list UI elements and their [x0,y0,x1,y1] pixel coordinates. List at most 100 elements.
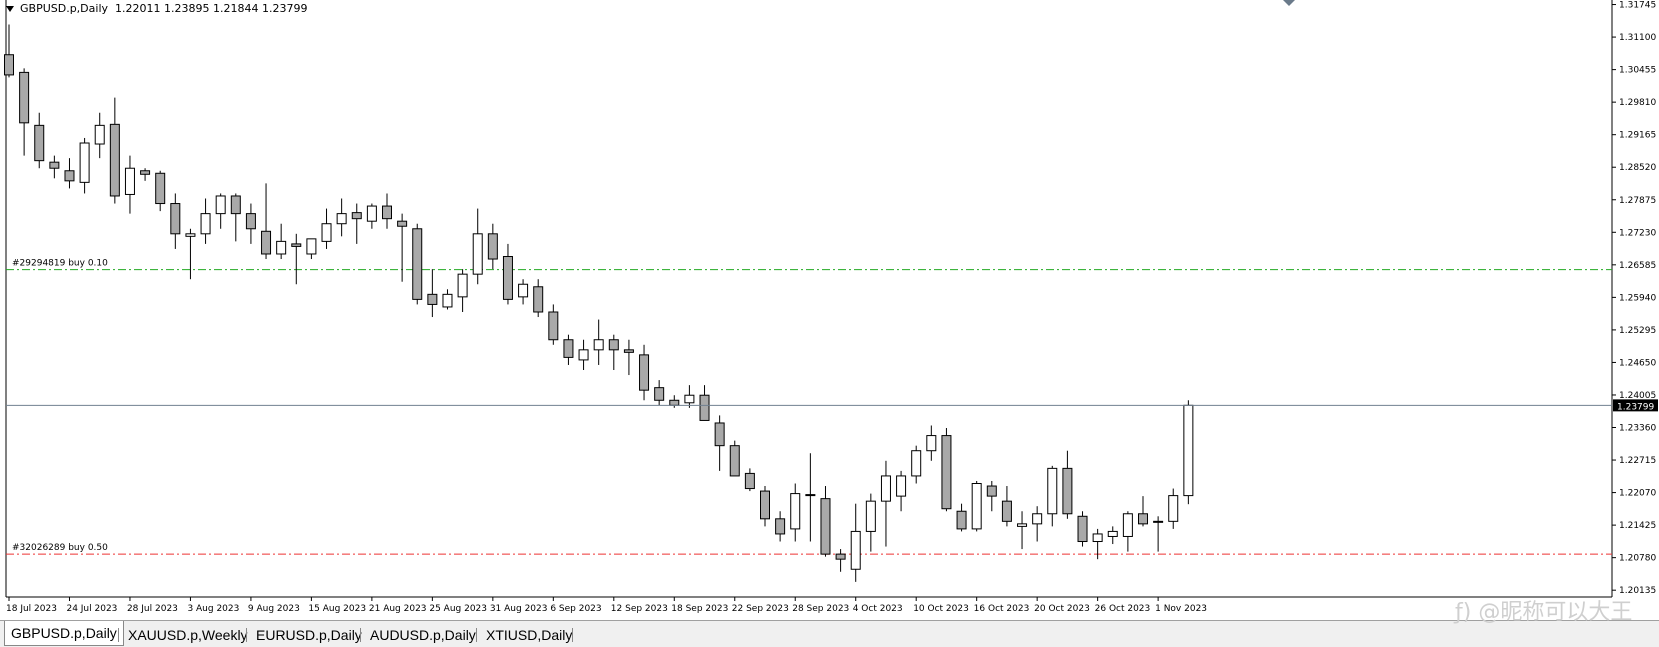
price-tick-label: 1.29810 [1619,98,1656,108]
candle-body [835,553,846,560]
price-tick-label: 1.29165 [1619,131,1656,141]
current-price-badge [1613,399,1658,412]
current-price-label: 1.23799 [1617,402,1654,412]
candle-body [245,213,256,230]
price-tick-label: 1.21425 [1619,521,1656,531]
time-tick-label: 3 Aug 2023 [187,604,239,614]
candle-body [1032,513,1043,525]
candle-body [639,354,650,391]
tab-separator [476,628,477,642]
tab-xtiusd-daily[interactable]: XTIUSD,Daily [486,627,573,643]
tab-audusd-daily[interactable]: AUDUSD.p,Daily [370,627,476,643]
time-tick-label: 20 Oct 2023 [1034,604,1090,614]
candle-body [109,123,120,197]
candle-body [306,238,317,255]
candle-body [1047,467,1058,515]
tab-gbpusd-daily[interactable]: GBPUSD.p,Daily [4,621,124,646]
tab-separator [572,628,573,642]
candle-body [397,220,408,227]
candle-body [956,510,967,530]
candle-body [563,339,574,358]
candle-body [1062,467,1073,515]
time-tick-label: 24 Jul 2023 [66,604,117,614]
time-tick-label: 4 Oct 2023 [853,604,903,614]
price-tick-label: 1.24005 [1619,391,1656,401]
candle-body [684,394,695,404]
time-tick-label: 6 Sep 2023 [550,604,601,614]
dropdown-triangle-icon[interactable] [6,6,14,12]
shift-marker-icon[interactable] [1283,0,1295,6]
order-line-label: #32026289 buy 0.50 [12,543,108,553]
candle-body [941,435,952,510]
candle-body [518,283,529,298]
candle-body [4,54,14,76]
candle-body [321,223,332,242]
candle-body [19,71,30,124]
tab-xauusd-weekly[interactable]: XAUUSD.p,Weekly [128,627,248,643]
candle-body [502,256,513,300]
candle-body [820,498,831,555]
tab-separator [246,628,247,642]
candle-body [593,339,604,351]
candle-body [971,483,982,530]
candle-body [548,311,559,341]
candle-body [805,494,816,497]
candle-body [215,195,226,215]
price-tick-label: 1.31100 [1619,33,1656,43]
chart-title: GBPUSD.p,Daily 1.22011 1.23895 1.21844 1… [6,2,307,15]
price-tick-label: 1.22070 [1619,489,1656,499]
price-tick-label: 1.27230 [1619,228,1656,238]
price-tick-label: 1.27875 [1619,196,1656,206]
candle-body [382,205,392,220]
order-line-label: #29294819 buy 0.10 [12,259,108,269]
candle-body [911,450,922,477]
candle-body [140,170,151,175]
candle-body [261,230,272,255]
tab-separator [118,628,119,642]
price-tick-label: 1.25295 [1619,326,1656,336]
candle-body [1092,533,1103,543]
time-tick-label: 9 Aug 2023 [248,604,300,614]
candle-body [1153,520,1164,523]
candle-body [291,243,302,247]
time-tick-label: 28 Sep 2023 [792,604,849,614]
candle-body [1168,495,1179,522]
price-tick-label: 1.26585 [1619,261,1656,271]
candle-body [351,212,362,220]
candle-body [487,233,498,260]
price-tick-label: 1.25940 [1619,293,1656,303]
candle-body [699,394,710,421]
watermark-text: ƒ) @昵称可以大王 [1455,600,1633,625]
candle-body [775,518,786,535]
candle-body [760,490,770,520]
candle-body [1122,513,1133,537]
candle-body [623,349,634,353]
candle-body [896,475,907,497]
time-tick-label: 18 Sep 2023 [671,604,728,614]
time-tick-label: 25 Aug 2023 [429,604,487,614]
ohlc-readout: 1.22011 1.23895 1.21844 1.23799 [115,2,308,15]
time-tick-label: 15 Aug 2023 [308,604,366,614]
candle-body [880,475,891,502]
candle-body [79,142,90,183]
price-tick-label: 1.24650 [1619,358,1656,368]
candle-body [457,273,468,298]
candle-body [94,124,105,145]
candle-body [155,172,166,205]
tab-eurusd-daily[interactable]: EURUSD.p,Daily [256,627,362,643]
candle-body [850,530,861,570]
candle-body [1017,523,1028,527]
price-tick-label: 1.22715 [1619,456,1656,466]
candle-body [926,435,937,452]
price-tick-label: 1.30455 [1619,66,1656,76]
candle-body [1183,404,1194,497]
time-tick-label: 22 Sep 2023 [732,604,789,614]
price-tick-label: 1.20780 [1619,554,1656,564]
candle-body [276,240,287,255]
candle-body [1077,515,1088,543]
price-chart[interactable]: 1.31745 1.31100 1.30455 1.29810 1.29165 1.285… [0,0,1659,620]
candle-body [1107,530,1118,537]
candle-body [729,445,740,477]
candle-body [578,349,589,361]
